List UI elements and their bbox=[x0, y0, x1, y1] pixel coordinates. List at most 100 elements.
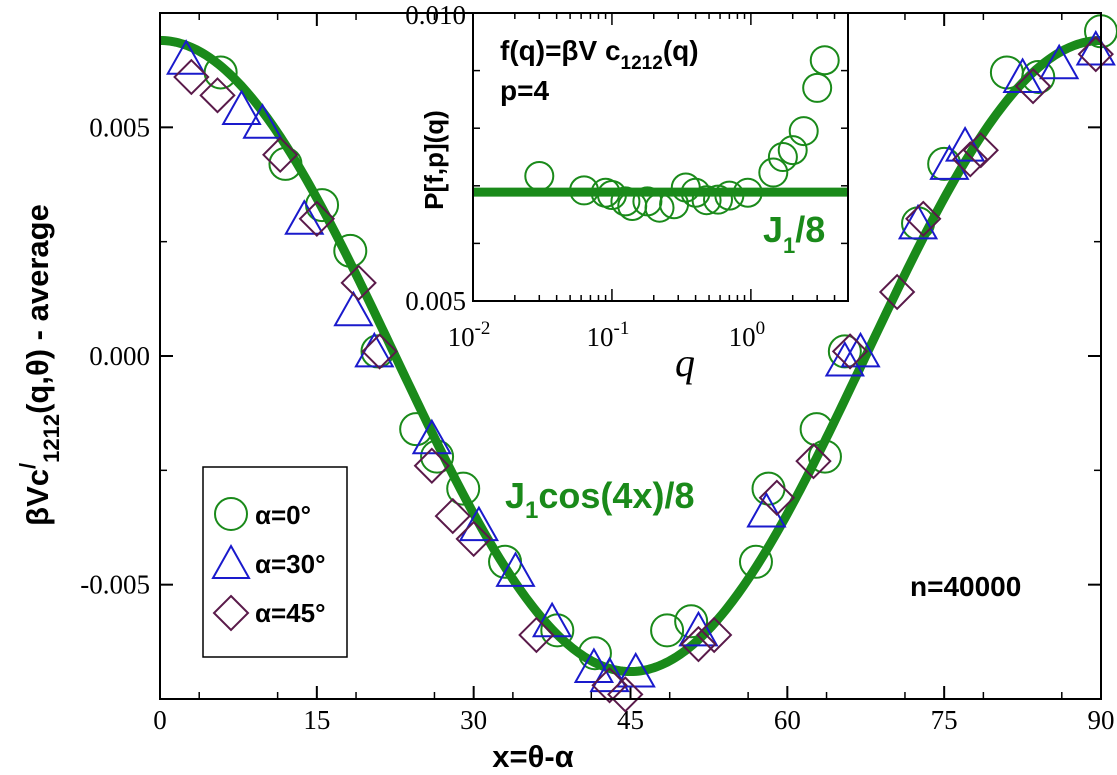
inset-p-label: p=4 bbox=[500, 75, 549, 106]
inset-formula-sub: 1212 bbox=[621, 53, 663, 74]
data-point-alpha30 bbox=[166, 39, 207, 75]
data-point-alpha45 bbox=[413, 447, 451, 484]
inset-data-point bbox=[644, 192, 675, 223]
data-point-alpha45 bbox=[298, 200, 336, 238]
data-point-alpha30 bbox=[1075, 29, 1116, 66]
data-point-alpha30 bbox=[929, 144, 970, 180]
x-tick-label: 30 bbox=[460, 705, 487, 735]
inset-ytick-label-top: 0.010 bbox=[405, 0, 466, 30]
x-tick-label: 0 bbox=[153, 705, 167, 735]
data-point-alpha45 bbox=[795, 442, 832, 480]
inset-formula-post: (q) bbox=[663, 35, 699, 66]
data-point-alpha45 bbox=[199, 77, 236, 114]
data-point-alpha0 bbox=[674, 604, 709, 639]
data-point-alpha30 bbox=[221, 89, 262, 125]
x-axis-title: x=θ-α bbox=[492, 739, 573, 774]
data-point-alpha45 bbox=[758, 479, 796, 516]
y-tick-label: -0.005 bbox=[80, 570, 150, 600]
data-point-alpha30 bbox=[840, 331, 881, 368]
data-point-alpha0 bbox=[446, 471, 481, 506]
data-point-alpha45 bbox=[878, 273, 916, 311]
inset-data-point bbox=[703, 184, 734, 215]
y-axis-title-post: (q,θ) - average bbox=[20, 204, 55, 414]
data-point-alpha0 bbox=[799, 412, 834, 447]
data-point-alpha30 bbox=[589, 656, 630, 693]
data-point-alpha0 bbox=[399, 412, 434, 447]
legend-label-alpha0: α=0° bbox=[255, 500, 311, 530]
inset-hline-label-post: /8 bbox=[795, 209, 825, 250]
inset-data-point bbox=[802, 72, 833, 103]
data-point-alpha30 bbox=[495, 551, 536, 587]
data-point-alpha45 bbox=[455, 520, 492, 558]
legend-entry-alpha30: α=30° bbox=[211, 543, 325, 579]
data-point-alpha0 bbox=[1021, 60, 1056, 95]
inset-plot bbox=[472, 12, 849, 302]
data-point-alpha30 bbox=[458, 505, 500, 542]
data-point-alpha0 bbox=[420, 439, 455, 474]
y-tick-label: 0.000 bbox=[89, 341, 150, 371]
inset-xtick-labels: 10-2 10-1 100 bbox=[448, 318, 766, 352]
data-point-alpha30 bbox=[615, 651, 656, 688]
y-axis-title: βVc/1212(q,θ) - average bbox=[15, 204, 64, 526]
data-point-alpha0 bbox=[650, 613, 685, 648]
main-markers bbox=[166, 14, 1117, 713]
legend-label-alpha30: α=30° bbox=[255, 549, 325, 579]
data-point-alpha30 bbox=[824, 340, 865, 377]
data-point-alpha30 bbox=[284, 199, 325, 235]
inset-hline-label-pre: J bbox=[763, 209, 783, 250]
inset-plot-frame bbox=[472, 12, 849, 302]
inset-data-point bbox=[596, 180, 627, 211]
data-point-alpha0 bbox=[807, 439, 842, 474]
x-tick-label: 45 bbox=[617, 705, 644, 735]
data-point-alpha0 bbox=[827, 334, 862, 369]
legend-diamond-marker bbox=[212, 594, 250, 632]
x-tick-label: 75 bbox=[931, 705, 958, 735]
inset-data-point bbox=[680, 177, 711, 208]
data-point-alpha0 bbox=[333, 233, 368, 268]
main-plot: 0 15 30 45 60 75 90 -0.005 0.000 0.005 bbox=[80, 12, 1117, 735]
inset-background bbox=[473, 13, 848, 301]
data-point-alpha45 bbox=[831, 333, 869, 370]
data-point-alpha30 bbox=[573, 647, 615, 683]
x-tick-label: 15 bbox=[303, 705, 330, 735]
data-point-alpha30 bbox=[1039, 43, 1080, 80]
main-tick-labels: 0 15 30 45 60 75 90 -0.005 0.000 0.005 bbox=[80, 112, 1114, 735]
inset-data-point bbox=[714, 180, 745, 211]
legend-triangle-marker bbox=[211, 543, 251, 579]
data-point-alpha45 bbox=[591, 667, 628, 704]
inset-hline-label-sub: 1 bbox=[783, 233, 795, 258]
data-point-alpha30 bbox=[333, 290, 374, 327]
inset-x-axis-title: q bbox=[675, 340, 695, 385]
legend-circle-marker bbox=[214, 497, 248, 531]
y-axis-title-pre: βVc bbox=[20, 469, 55, 526]
theory-curve bbox=[159, 35, 1102, 677]
y-tick-label: 0.005 bbox=[89, 112, 150, 142]
curve-label-sub: 1 bbox=[525, 497, 538, 524]
inset-data-point bbox=[732, 177, 763, 208]
data-point-alpha45 bbox=[1077, 35, 1114, 73]
legend-entry-alpha45: α=45° bbox=[212, 594, 325, 632]
y-axis-title-prime: / bbox=[15, 463, 40, 469]
legend-label-alpha45: α=45° bbox=[255, 598, 325, 628]
data-point-alpha0 bbox=[268, 146, 303, 181]
data-point-alpha45 bbox=[905, 200, 942, 238]
data-point-alpha0 bbox=[738, 544, 773, 579]
inset-y-axis-title: P[f,p](q) bbox=[419, 110, 449, 210]
data-point-alpha30 bbox=[242, 103, 283, 139]
inset-hline-label: J1/8 bbox=[763, 209, 825, 258]
data-point-alpha45 bbox=[262, 136, 299, 173]
data-point-alpha45 bbox=[173, 58, 210, 96]
y-axis-title-sub: 1212 bbox=[39, 414, 64, 463]
inset-ytick-label-bottom: 0.005 bbox=[405, 286, 466, 316]
data-point-alpha30 bbox=[678, 610, 719, 647]
data-point-alpha45 bbox=[607, 676, 644, 713]
curve-label-pre: J bbox=[505, 475, 525, 516]
inset-x-tick-label: 100 bbox=[729, 318, 766, 352]
inset-data-point bbox=[758, 157, 789, 188]
curve-label: J1cos(4x)/8 bbox=[505, 475, 694, 524]
data-point-alpha45 bbox=[340, 264, 377, 302]
curve-label-post: cos(4x)/8 bbox=[538, 475, 694, 516]
data-point-alpha45 bbox=[695, 616, 733, 654]
inset-x-tick-label: 10-2 bbox=[448, 318, 491, 352]
